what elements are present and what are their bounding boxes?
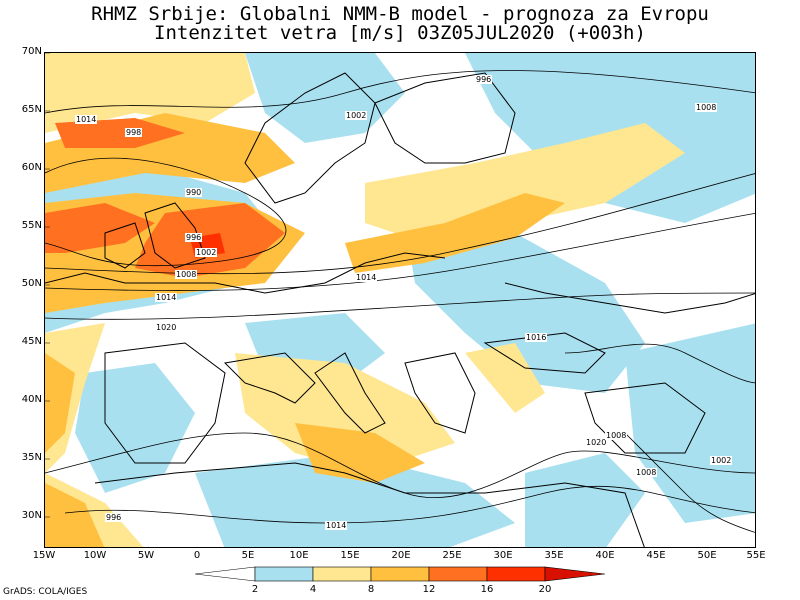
lon-label-10e: 10E	[289, 550, 309, 561]
isobar-label: 1002	[710, 456, 733, 465]
colorbar-segment-1	[254, 566, 314, 582]
isobar-label: 1020	[585, 438, 608, 447]
isobar-label: 996	[185, 233, 203, 242]
lon-label-15w: 15W	[32, 550, 56, 561]
isobar-label: 1008	[605, 431, 628, 440]
isobar-label: 996	[475, 75, 493, 84]
isobar-label: 996	[105, 513, 123, 522]
isobar-label: 1002	[195, 248, 218, 257]
colorbar-label-4: 4	[309, 584, 317, 595]
lat-label-65n: 65N	[21, 104, 42, 115]
graticule-ticks	[45, 53, 50, 518]
map-subtitle: Intenzitet vetra [m/s] 03Z05JUL2020 (+00…	[154, 22, 646, 44]
lon-label-20e: 20E	[391, 550, 411, 561]
lat-label-70n: 70N	[21, 46, 42, 57]
coastlines	[45, 72, 755, 547]
isobar-label: 1014	[75, 115, 98, 124]
lon-label-35e: 35E	[544, 550, 564, 561]
colorbar-segment-5	[486, 566, 546, 582]
lon-label-0: 0	[193, 550, 201, 561]
wind-map: 996 1002 1008 998 990 996 1002 1008 1014 1014 1020…	[44, 52, 756, 548]
lat-label-60n: 60N	[21, 162, 42, 173]
lon-label-40e: 40E	[595, 550, 615, 561]
colorbar-segment-6	[544, 566, 605, 582]
lon-label-15e: 15E	[340, 550, 360, 561]
lon-label-30e: 30E	[493, 550, 513, 561]
isobars	[45, 70, 755, 533]
isobar-label: 1008	[695, 103, 718, 112]
colorbar-segment-0	[195, 566, 256, 582]
colorbar-label-12: 12	[422, 584, 436, 595]
colorbar-segment-4	[428, 566, 488, 582]
wind-speed-colorbar	[195, 566, 605, 582]
isobar-label: 1008	[175, 270, 198, 279]
isobar-label: 1014	[155, 293, 178, 302]
lon-label-5w: 5W	[137, 550, 155, 561]
lat-label-50n: 50N	[21, 278, 42, 289]
lat-label-35n: 35N	[21, 452, 42, 463]
isobar-label: 1008	[635, 468, 658, 477]
colorbar-label-20: 20	[538, 584, 552, 595]
colorbar-label-16: 16	[480, 584, 494, 595]
isobar-label: 1014	[325, 521, 348, 530]
colorbar-segment-2	[312, 566, 372, 582]
wind-field-svg	[45, 53, 755, 547]
moderate-wind-zones	[45, 53, 685, 547]
isobar-label: 1002	[345, 111, 368, 120]
isobar-label: 1014	[355, 273, 378, 282]
lon-label-45e: 45E	[646, 550, 666, 561]
grads-credit: GrADS: COLA/IGES	[3, 587, 88, 597]
lat-label-40n: 40N	[21, 394, 42, 405]
lon-label-50e: 50E	[697, 550, 717, 561]
isobar-label: 990	[185, 188, 203, 197]
isobar-label: 998	[125, 128, 143, 137]
map-title: RHMZ Srbije: Globalni NMM-B model - prog…	[91, 3, 709, 25]
isobar-label: 1020	[155, 323, 178, 332]
lat-label-55n: 55N	[21, 220, 42, 231]
colorbar-label-2: 2	[251, 584, 259, 595]
lon-label-25e: 25E	[442, 550, 462, 561]
lon-label-5e: 5E	[241, 550, 255, 561]
isobar-label: 1016	[525, 333, 548, 342]
lat-label-30n: 30N	[21, 510, 42, 521]
lat-label-45n: 45N	[21, 336, 42, 347]
lon-label-55e: 55E	[746, 550, 766, 561]
colorbar-label-8: 8	[367, 584, 375, 595]
colorbar-segment-3	[370, 566, 430, 582]
lon-label-10w: 10W	[83, 550, 107, 561]
